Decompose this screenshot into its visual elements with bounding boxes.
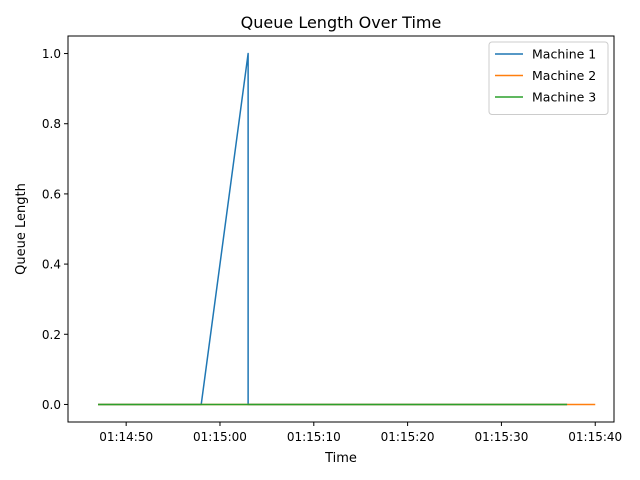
y-tick-label: 0.0: [42, 398, 61, 412]
x-tick-label: 01:15:10: [287, 430, 341, 444]
y-tick-label: 1.0: [42, 47, 61, 61]
y-axis-ticks: 0.0 0.2 0.4 0.6 0.8 1.0: [42, 47, 68, 412]
chart-title: Queue Length Over Time: [241, 13, 442, 32]
y-tick-label: 0.2: [42, 328, 61, 342]
legend-label: Machine 3: [532, 90, 596, 105]
legend-label: Machine 1: [532, 47, 596, 62]
x-tick-label: 01:14:50: [99, 430, 153, 444]
plot-frame: [67, 35, 615, 423]
y-axis-label: Queue Length: [14, 183, 29, 275]
x-axis-ticks: 01:14:50 01:15:00 01:15:10 01:15:20 01:15:30…: [99, 422, 622, 444]
plot-lines: [98, 52, 596, 406]
x-tick-label: 01:15:40: [568, 430, 622, 444]
x-axis-label: Time: [324, 451, 357, 466]
legend: Machine 1 Machine 2 Machine 3: [488, 41, 609, 115]
x-tick-label: 01:15:00: [193, 430, 247, 444]
y-tick-label: 0.4: [42, 258, 61, 272]
y-tick-label: 0.8: [42, 117, 61, 131]
x-tick-label: 01:15:30: [474, 430, 528, 444]
legend-label: Machine 2: [532, 68, 596, 83]
x-tick-label: 01:15:20: [381, 430, 435, 444]
y-tick-label: 0.6: [42, 187, 61, 201]
